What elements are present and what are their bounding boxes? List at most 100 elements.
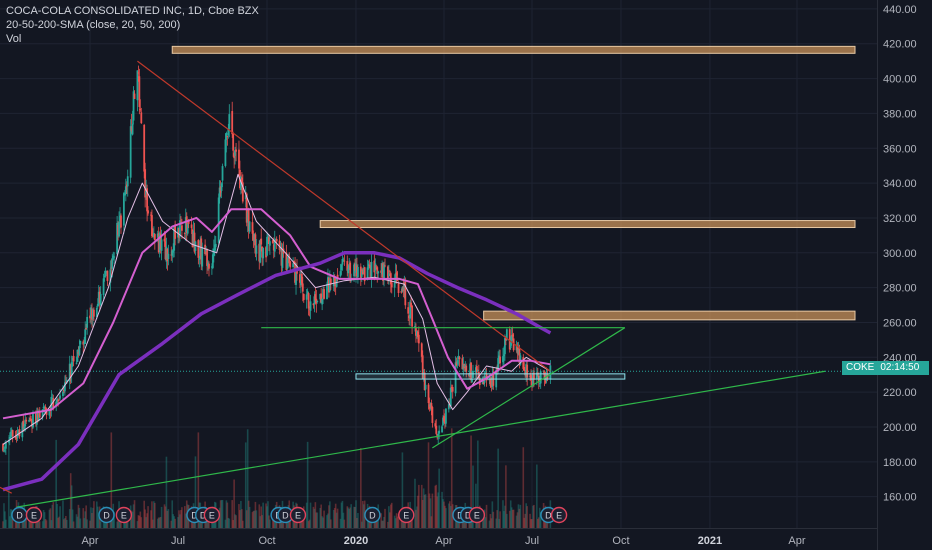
sma-200-line[interactable]	[2, 251, 552, 492]
volume-bar	[232, 520, 234, 528]
candle-body	[409, 301, 412, 319]
candle-body	[204, 244, 207, 255]
candle-body	[123, 193, 126, 196]
candle-body	[322, 288, 325, 298]
volume-bar	[272, 519, 274, 528]
candle-body	[110, 267, 113, 269]
candle-body	[211, 254, 214, 268]
volume-bar	[146, 513, 148, 528]
candle-body	[323, 289, 325, 299]
earnings-marker[interactable]	[115, 506, 133, 524]
candle-body	[309, 301, 312, 311]
candle-body	[265, 247, 267, 258]
candle-body	[522, 357, 525, 369]
price-tick-label: 440.00	[883, 4, 917, 16]
candle-body	[253, 233, 256, 243]
candle-body	[173, 226, 176, 251]
earnings-marker[interactable]	[550, 506, 568, 524]
earnings-marker[interactable]	[289, 506, 307, 524]
candle-body	[92, 309, 94, 319]
volume-bar	[194, 456, 197, 528]
volume-bar	[3, 503, 5, 528]
candle-body	[90, 307, 92, 318]
red-trendline[interactable]	[137, 60, 551, 372]
legend-title[interactable]: COCA-COLA CONSOLIDATED INC, 1D, Cboe BZX	[6, 5, 259, 17]
candle-body	[495, 369, 498, 388]
volume-bar	[427, 442, 430, 528]
candle-body	[185, 216, 188, 234]
resistance-zone[interactable]	[483, 310, 856, 321]
volume-bar	[272, 520, 275, 528]
price-tick-label: 180.00	[883, 457, 917, 469]
candle-body	[410, 302, 413, 307]
resistance-zone[interactable]	[171, 45, 856, 54]
time-axis[interactable]: Apr Jul Oct 2020 Apr Jul Oct 2021 Apr	[81, 535, 805, 547]
candle-body	[64, 381, 67, 383]
candle-body	[99, 293, 102, 306]
candle-body	[143, 124, 146, 172]
volume-bar	[536, 464, 538, 528]
candle-body	[502, 356, 504, 363]
price-tick-label: 160.00	[883, 492, 917, 504]
green-trendline[interactable]	[432, 327, 626, 449]
candle-body	[450, 387, 453, 389]
candle-body	[76, 349, 79, 362]
volume-bar	[116, 521, 118, 528]
earnings-marker[interactable]	[398, 506, 415, 524]
time-tick-label: Apr	[81, 535, 98, 547]
event-markers: DEDEDDEDDEDEDDEDE	[11, 506, 568, 524]
earnings-marker[interactable]	[468, 506, 486, 524]
candle-body	[475, 367, 477, 373]
candle-body	[210, 266, 213, 268]
candle-body	[382, 263, 384, 281]
volume-bar	[525, 503, 527, 528]
volume-bar	[533, 504, 535, 528]
volume-bar	[362, 504, 365, 528]
volume-bar	[152, 519, 154, 528]
volume-bar	[322, 517, 324, 528]
time-tick-label: 2020	[344, 535, 368, 547]
earnings-marker[interactable]	[25, 506, 43, 524]
legend-sma[interactable]: 20-50-200-SMA (close, 20, 50, 200)	[6, 19, 181, 31]
volume-bar	[305, 502, 308, 528]
candle-body	[545, 374, 548, 382]
volume-bar	[515, 515, 518, 528]
candle-body	[150, 214, 152, 216]
volume-bar	[332, 509, 335, 528]
volume-bar	[430, 516, 433, 528]
volume-bar	[82, 508, 85, 528]
candle-body	[525, 364, 528, 377]
volume-bar	[51, 504, 54, 528]
candle-body	[240, 176, 242, 191]
volume-bar	[316, 512, 319, 528]
earnings-marker[interactable]	[203, 506, 221, 524]
volume-bar	[396, 516, 399, 528]
candle-body	[240, 177, 243, 183]
legend-volume[interactable]: Vol	[6, 33, 22, 45]
volume-bar	[269, 519, 271, 528]
volume-bar	[382, 520, 384, 528]
resistance-zone[interactable]	[319, 220, 856, 229]
red-trendline[interactable]	[0, 474, 12, 494]
candle-body	[359, 266, 362, 278]
volume-bar	[397, 514, 400, 528]
dividend-marker[interactable]	[364, 506, 381, 524]
candle-body	[42, 406, 45, 409]
candle-body	[95, 307, 98, 318]
volume-bar	[485, 504, 488, 528]
candle-body	[167, 253, 170, 260]
candle-body	[529, 375, 531, 377]
price-axis[interactable]: 160.00180.00200.00220.00240.00260.00280.…	[883, 4, 917, 504]
candle-body	[530, 374, 532, 381]
candle-body	[370, 261, 373, 279]
dividend-marker[interactable]	[98, 506, 115, 524]
candle-body	[454, 362, 457, 394]
candle-body	[36, 410, 39, 422]
candle-body	[509, 341, 512, 348]
green-trendline[interactable]	[16, 370, 826, 508]
volume-bar	[132, 504, 135, 528]
candle-body	[394, 273, 397, 281]
volume-bar	[43, 512, 46, 528]
